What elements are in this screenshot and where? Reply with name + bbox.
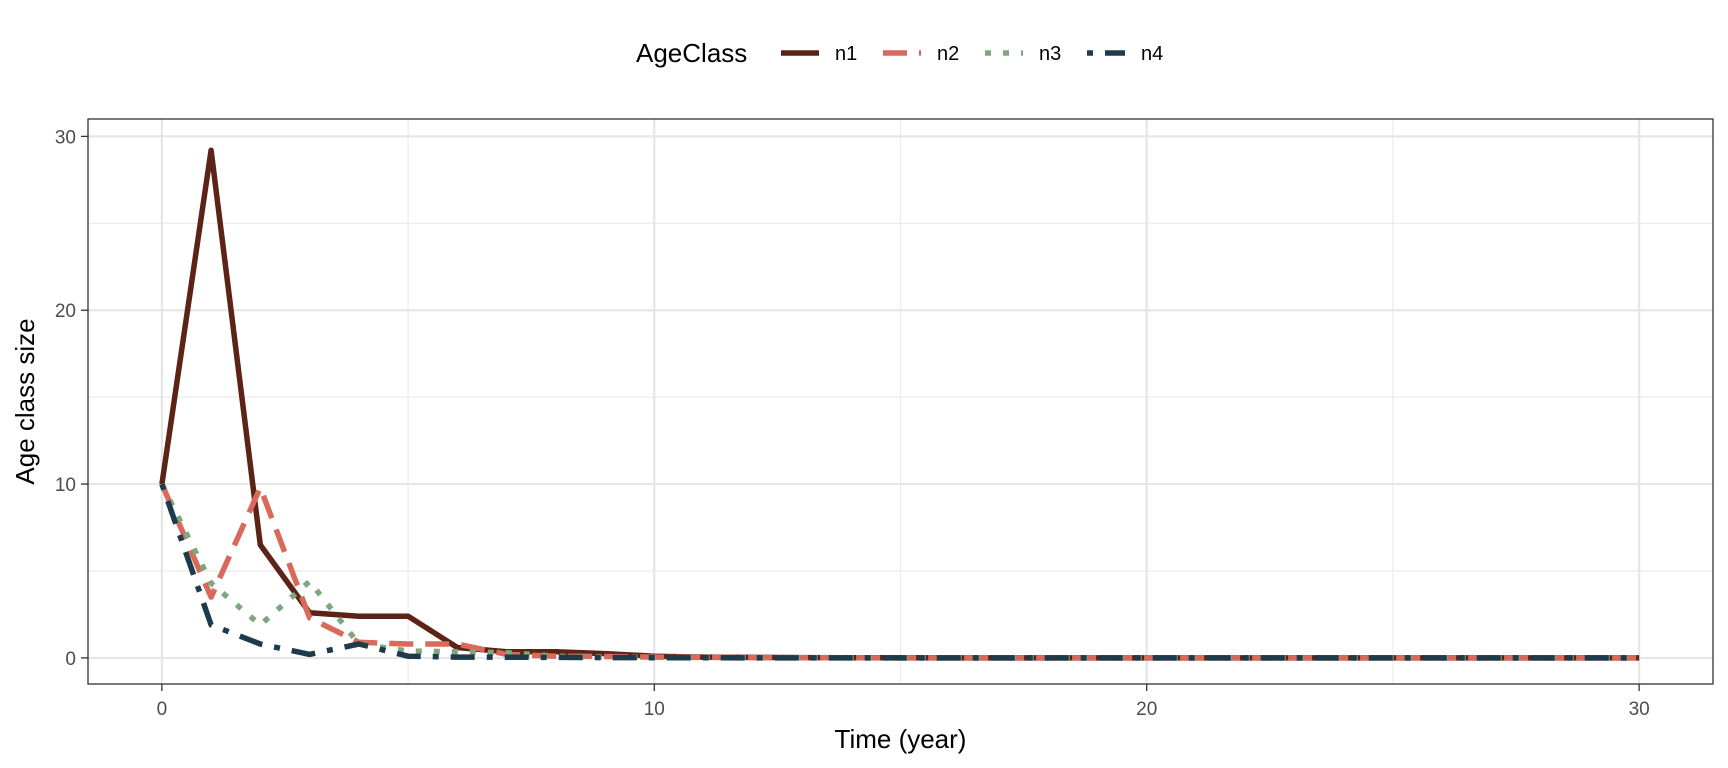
y-tick-label: 0 — [65, 649, 76, 670]
y-axis-title: Age class size — [10, 318, 40, 484]
y-tick-label: 10 — [55, 475, 76, 496]
minor-gridlines — [88, 119, 1713, 684]
x-axis: 0 10 20 30 — [157, 684, 1650, 720]
series-line-n4 — [159, 483, 1640, 661]
legend-label-n4: n4 — [1141, 43, 1163, 65]
legend-title: AgeClass — [636, 38, 747, 68]
y-tick-label: 20 — [55, 301, 76, 322]
x-tick-label: 0 — [157, 699, 168, 720]
legend-label-n1: n1 — [835, 43, 857, 65]
legend: AgeClass n1 n2 n3 n4 — [636, 38, 1163, 68]
legend-label-n2: n2 — [937, 43, 959, 65]
legend-item-n4: n4 — [1087, 43, 1163, 65]
series-line-n3 — [159, 482, 1640, 661]
x-tick-label: 20 — [1136, 699, 1157, 720]
legend-item-n2: n2 — [883, 43, 959, 65]
x-tick-label: 30 — [1629, 699, 1650, 720]
x-axis-title: Time (year) — [835, 724, 967, 754]
y-axis: 0 10 20 30 — [55, 127, 88, 670]
series-lines — [159, 147, 1640, 661]
legend-label-n3: n3 — [1039, 43, 1061, 65]
y-tick-label: 30 — [55, 127, 76, 148]
x-tick-label: 10 — [644, 699, 665, 720]
legend-item-n1: n1 — [781, 43, 857, 65]
plot-panel — [87, 118, 1714, 685]
legend-item-n3: n3 — [985, 43, 1061, 65]
panel-border — [87, 118, 1714, 685]
